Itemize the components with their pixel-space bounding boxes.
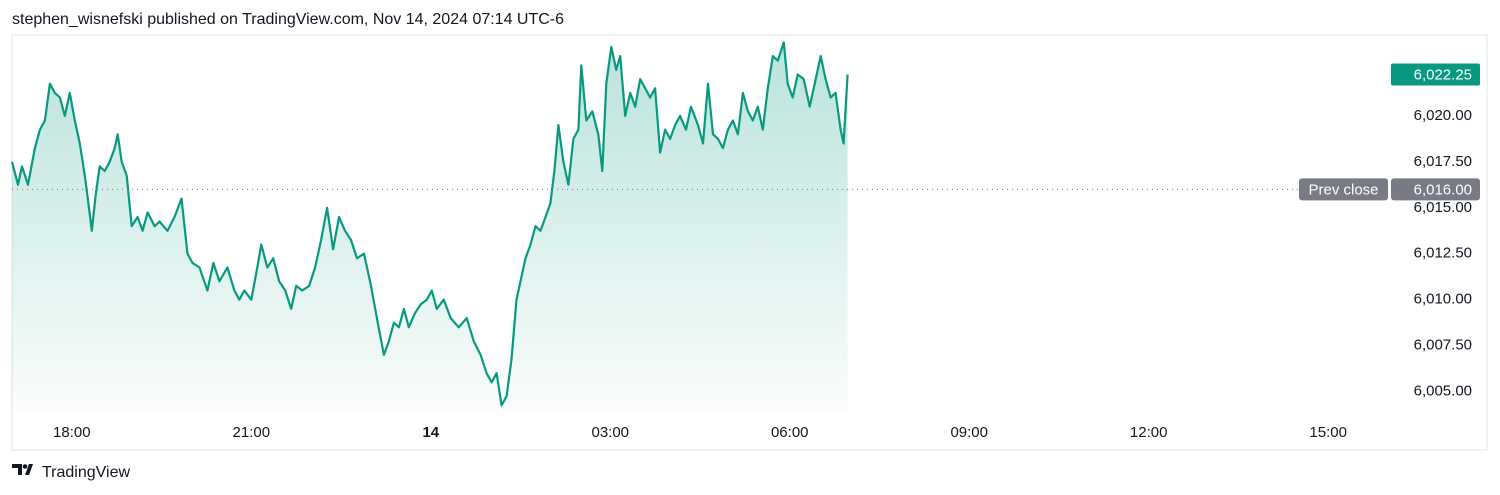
x-tick-label: 09:00 [950,424,988,441]
x-tick-label: 18:00 [53,424,91,441]
y-tick-label: 6,012.50 [1414,245,1472,262]
x-tick-label: 03:00 [591,424,629,441]
y-tick-label: 6,010.00 [1414,291,1472,308]
x-tick-label: 12:00 [1130,424,1168,441]
y-tick-label: 6,015.00 [1414,199,1472,216]
y-tick-label: 6,005.00 [1414,383,1472,400]
x-tick-label: 06:00 [771,424,809,441]
prev-close-tag [1299,178,1388,201]
plot: 18:00 21:00 14 03:00 06:00 09:00 12:00 15:00 6,0… [10,41,1480,441]
prev-close-value: 6,016.00 [1414,181,1472,198]
price-line [10,41,849,407]
prev-close-name: Prev close [1308,181,1378,198]
y-tick-label: 6,017.50 [1414,153,1472,170]
y-tick-label: 6,007.50 [1414,337,1472,354]
area-fill [12,42,848,411]
x-tick-label: 21:00 [233,424,271,441]
x-tick-label: 14 [422,424,439,441]
last-price-tag [1391,63,1480,86]
prev-close-value-tag [1391,178,1480,201]
x-tick-label: 15:00 [1309,424,1347,441]
logo [12,464,33,475]
footer: TradingView [42,464,130,481]
header: stephen_wisnefski published on TradingVi… [12,11,564,28]
last-price-label: 6,022.25 [1414,66,1472,83]
y-tick-label: 6,020.00 [1414,107,1472,124]
